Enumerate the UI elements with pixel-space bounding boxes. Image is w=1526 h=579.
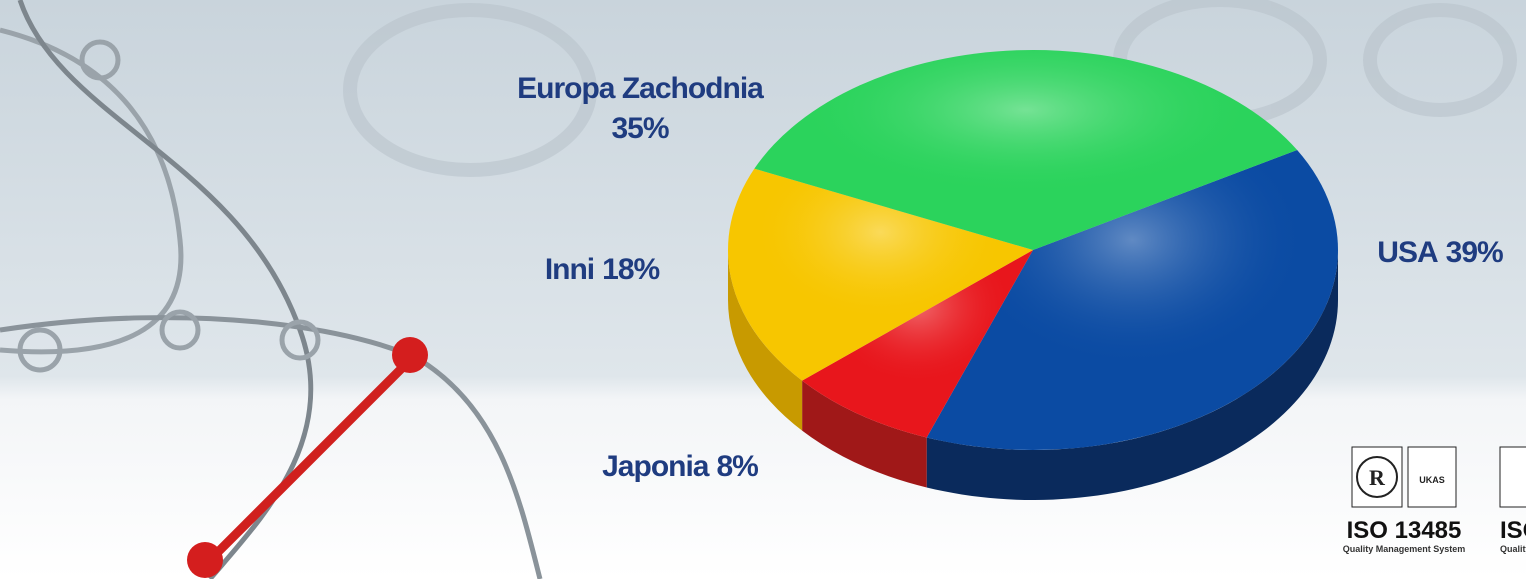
value-label: 18%	[602, 253, 659, 286]
category-label: Europa Zachodnia	[517, 72, 764, 105]
ukas: UKAS	[1419, 475, 1445, 485]
value-label: 35%	[611, 112, 668, 145]
category-label: USA	[1377, 236, 1438, 269]
r-mark: R	[1369, 465, 1386, 490]
slice-label: Europa Zachodnia 35%	[517, 72, 764, 145]
iso-subtitle: Quality Management System	[1500, 544, 1526, 554]
iso-title: ISO 13485	[1347, 517, 1462, 544]
dna-helix	[0, 0, 543, 579]
category-label: Japonia	[602, 450, 710, 483]
slice-label: USA 39%	[1377, 236, 1503, 269]
slice-label: Japonia 8%	[602, 450, 758, 483]
pie-side	[728, 250, 803, 431]
iso-title: ISO 13485	[1500, 517, 1526, 544]
iso-subtitle: Quality Management System	[1343, 544, 1466, 554]
category-label: Inni	[545, 253, 594, 286]
value-label: 8%	[717, 450, 759, 483]
pie	[727, 50, 1338, 500]
value-label: 39%	[1446, 236, 1503, 269]
slice-label: Inni 18%	[545, 253, 660, 286]
iso-logo: R UKAS ISO 13485 Quality Management Syst…	[1343, 446, 1526, 554]
